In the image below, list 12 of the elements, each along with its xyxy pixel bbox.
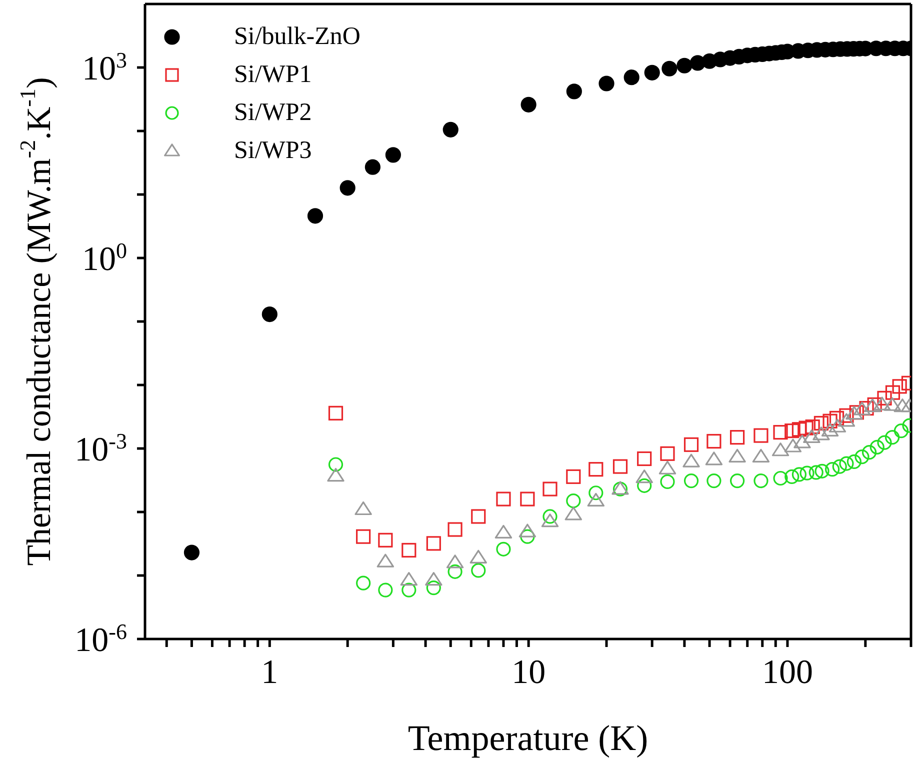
x-tick-label: 1 (261, 654, 278, 691)
y-tick-label: 10$^{0}$ (82, 238, 127, 278)
legend-label: Si/WP1 (234, 61, 312, 89)
y-tick-label: 10$^{3}$ (82, 47, 127, 88)
legend-label: Si/bulk-ZnO (234, 23, 360, 51)
legend-label: Si/WP3 (234, 137, 312, 165)
x-axis-title: Temperature (K) (408, 718, 648, 758)
x-tick-label: 10 (512, 654, 546, 691)
x-tick-label: 100 (762, 654, 813, 691)
y-tick-label: 10$^{-6}$ (74, 618, 127, 659)
legend-label: Si/WP2 (234, 99, 312, 127)
y-tick-label: 10$^{-3}$ (74, 428, 127, 468)
